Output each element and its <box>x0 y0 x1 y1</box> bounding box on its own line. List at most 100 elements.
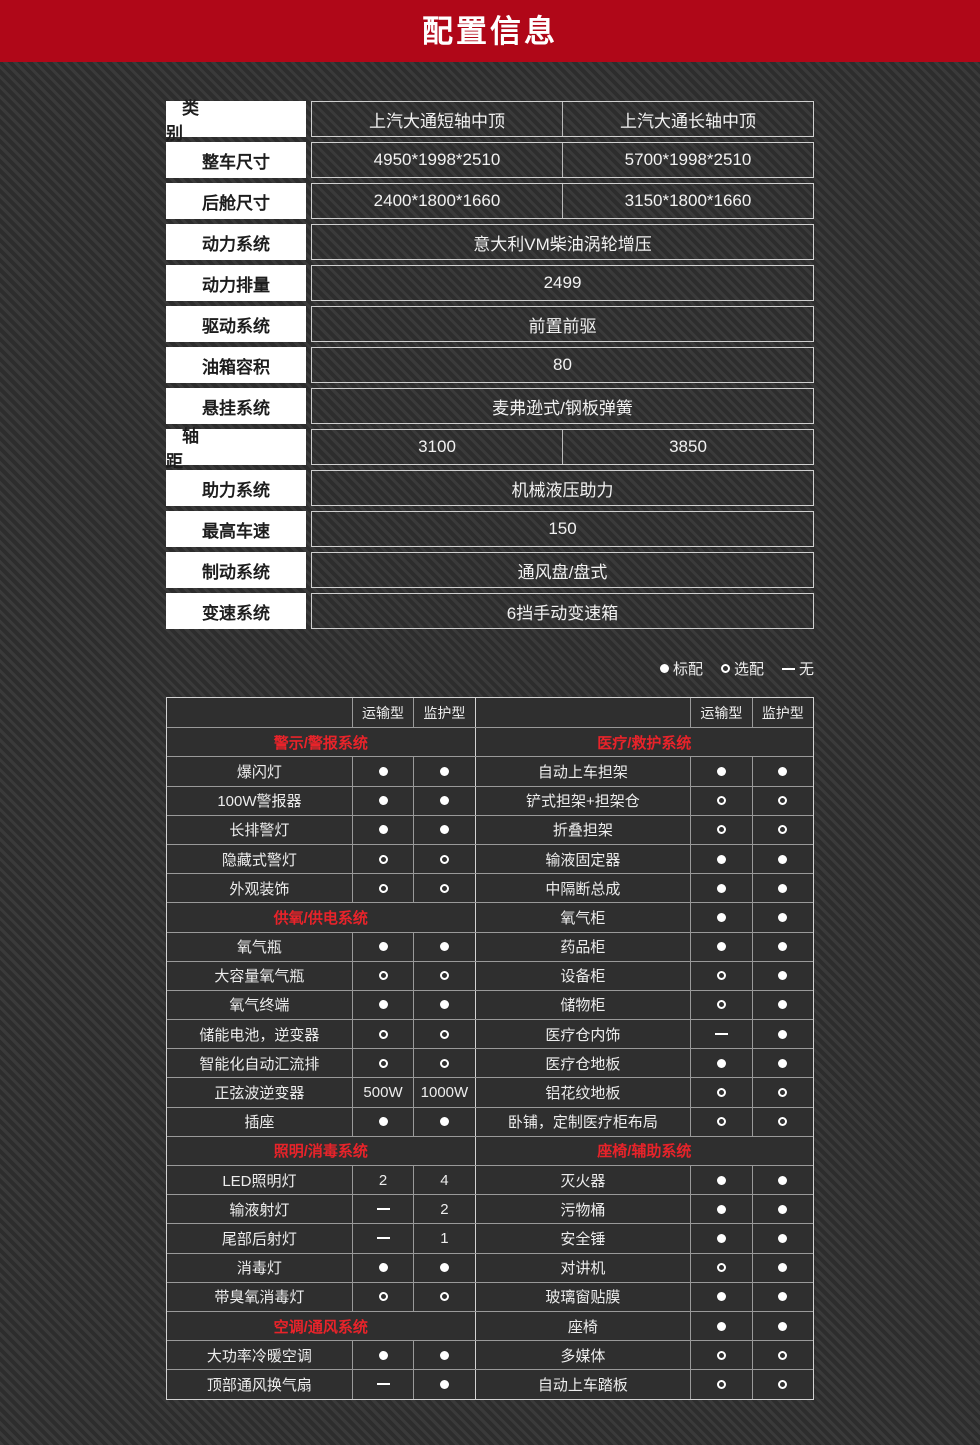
mark-optional-icon <box>716 796 726 806</box>
spec-row-label: 最高车速 <box>166 511 306 547</box>
page-header-banner: 配置信息 <box>0 0 980 62</box>
spec-cell: 6挡手动变速箱 <box>506 603 619 623</box>
mark-optional-icon <box>716 1263 726 1273</box>
config-col-header-monitor-left: 监护型 <box>413 698 474 728</box>
config-item-value-transport-right <box>690 1341 751 1370</box>
config-item-value-transport-right <box>690 990 751 1020</box>
config-row: 100W警报器 铲式担架+担架仓 <box>167 785 813 815</box>
mark-optional-icon <box>778 1117 788 1127</box>
config-item-name-right: 卧铺，定制医疗柜布局 <box>474 1107 691 1136</box>
config-item-value-monitor-left <box>413 874 474 903</box>
config-item-value-transport-left <box>351 1253 413 1282</box>
config-item-name-right: 自动上车踏板 <box>474 1370 691 1399</box>
config-row: 照明/消毒系统 座椅/辅助系统 <box>167 1135 813 1165</box>
spec-cell: 前置前驱 <box>528 316 597 336</box>
config-item-value-monitor-right <box>751 1370 813 1399</box>
cell-value-text: 1000W <box>420 1084 469 1102</box>
spec-row-values: 麦弗逊式/钢板弹簧 <box>311 388 814 424</box>
config-item-name-right: 氧气柜 <box>474 903 691 932</box>
config-item-name-left: 输液射灯 <box>229 1201 290 1219</box>
cell-value-text: 4 <box>440 1171 449 1189</box>
config-item-value-monitor-right <box>751 1311 813 1341</box>
config-item-value-monitor-left: 1 <box>413 1224 474 1253</box>
config-item-value-transport-right <box>690 932 751 961</box>
spec-row-label: 动力排量 <box>166 265 306 301</box>
config-item-value-transport-right <box>690 1107 751 1136</box>
mark-standard-icon <box>716 1204 726 1214</box>
config-item-value-monitor-right <box>751 1224 813 1253</box>
config-section-title-left: 警示/警报系统 <box>273 734 368 752</box>
mark-optional-icon <box>378 1292 388 1302</box>
mark-optional-icon <box>439 854 449 864</box>
config-item-value-monitor-left <box>413 844 474 874</box>
config-item-value-transport-left <box>351 757 413 786</box>
config-row: 顶部通风换气扇 自动上车踏板 <box>167 1369 813 1399</box>
mark-optional-icon <box>439 1029 449 1039</box>
config-item-value-transport-left <box>351 874 413 903</box>
config-header-row: 运输型 监护型 运输型 监护型 <box>167 698 813 728</box>
config-row: 爆闪灯 自动上车担架 <box>167 756 813 786</box>
legend-marker <box>659 661 669 676</box>
config-item-name-left: 正弦波逆变器 <box>214 1085 305 1103</box>
config-item-value-transport-left <box>351 1341 413 1370</box>
mark-standard-icon <box>778 1233 788 1243</box>
config-item-value-transport-left <box>351 1049 413 1078</box>
config-item-value-transport-right <box>690 1370 751 1399</box>
config-row: 消毒灯 对讲机 <box>167 1252 813 1282</box>
config-item-value-monitor-right <box>751 1078 813 1107</box>
config-item-value-monitor-left <box>413 961 474 990</box>
config-item-value-transport-right <box>690 1166 751 1195</box>
config-item-value-monitor-left <box>413 1253 474 1282</box>
spec-row-values: 150 <box>311 511 814 547</box>
config-item-value-transport-right <box>690 1020 751 1049</box>
config-row: 插座 卧铺，定制医疗柜布局 <box>167 1106 813 1136</box>
mark-optional-icon <box>378 1058 388 1068</box>
mark-standard-icon <box>378 942 388 952</box>
config-item-name-right: 安全锤 <box>474 1224 691 1253</box>
mark-optional-icon <box>716 1000 726 1010</box>
spec-cell: 上汽大通短轴中顶 <box>369 111 505 131</box>
spec-row-label: 驱动系统 <box>166 306 306 342</box>
config-item-value-monitor-right <box>751 1253 813 1282</box>
spec-row-label: 后舱尺寸 <box>166 183 306 219</box>
spec-row-values: 2499 <box>311 265 814 301</box>
mark-standard-icon <box>778 1058 788 1068</box>
config-item-value-monitor-right <box>751 1282 813 1311</box>
mark-standard-icon <box>439 1263 449 1273</box>
config-item-name-left: 储能电池，逆变器 <box>199 1026 320 1044</box>
config-item-value-monitor-right <box>751 961 813 990</box>
spec-row: 油箱容积 80 <box>166 347 814 383</box>
spec-cell: 3100 <box>418 437 456 456</box>
spec-row-values: 80 <box>311 347 814 383</box>
legend: 标配 选配 无 <box>166 658 814 679</box>
config-item-name-right: 自动上车担架 <box>474 757 691 786</box>
spec-row-values: 通风盘/盘式 <box>311 552 814 588</box>
spec-row: 驱动系统 前置前驱 <box>166 306 814 342</box>
mark-standard-icon <box>778 942 788 952</box>
config-item-value-transport-left <box>351 961 413 990</box>
spec-row: 动力系统 意大利VM柴油涡轮增压 <box>166 224 814 260</box>
mark-optional-icon <box>716 1379 726 1389</box>
config-item-value-transport-left <box>351 932 413 961</box>
config-row: 警示/警报系统 医疗/救护系统 <box>167 727 813 757</box>
spec-cell: 5700*1998*2510 <box>562 143 813 177</box>
spec-row-label: 悬挂系统 <box>166 388 306 424</box>
config-item-name-right: 中隔断总成 <box>474 874 691 903</box>
mark-optional-icon <box>716 825 726 835</box>
config-row: LED照明灯 2 4 灭火器 <box>167 1165 813 1195</box>
mark-standard-icon <box>778 1321 788 1331</box>
mark-optional-icon <box>378 971 388 981</box>
config-item-value-transport-left <box>351 844 413 874</box>
spec-row: 悬挂系统 麦弗逊式/钢板弹簧 <box>166 388 814 424</box>
mark-standard-icon <box>778 883 788 893</box>
cell-value-text: 2 <box>440 1200 449 1218</box>
mark-standard-icon <box>778 1029 788 1039</box>
config-item-name-right: 玻璃窗贴膜 <box>474 1282 691 1311</box>
mark-standard-icon <box>716 883 726 893</box>
spec-cell: 意大利VM柴油涡轮增压 <box>473 234 652 254</box>
spec-row-values: 2400*1800*1660 3150*1800*1660 <box>311 183 814 219</box>
config-item-name-right: 医疗仓内饰 <box>474 1020 691 1049</box>
config-item-name-left: LED照明灯 <box>222 1172 297 1190</box>
config-item-value-monitor-left <box>413 1370 474 1399</box>
legend-item: 无 <box>781 658 814 679</box>
